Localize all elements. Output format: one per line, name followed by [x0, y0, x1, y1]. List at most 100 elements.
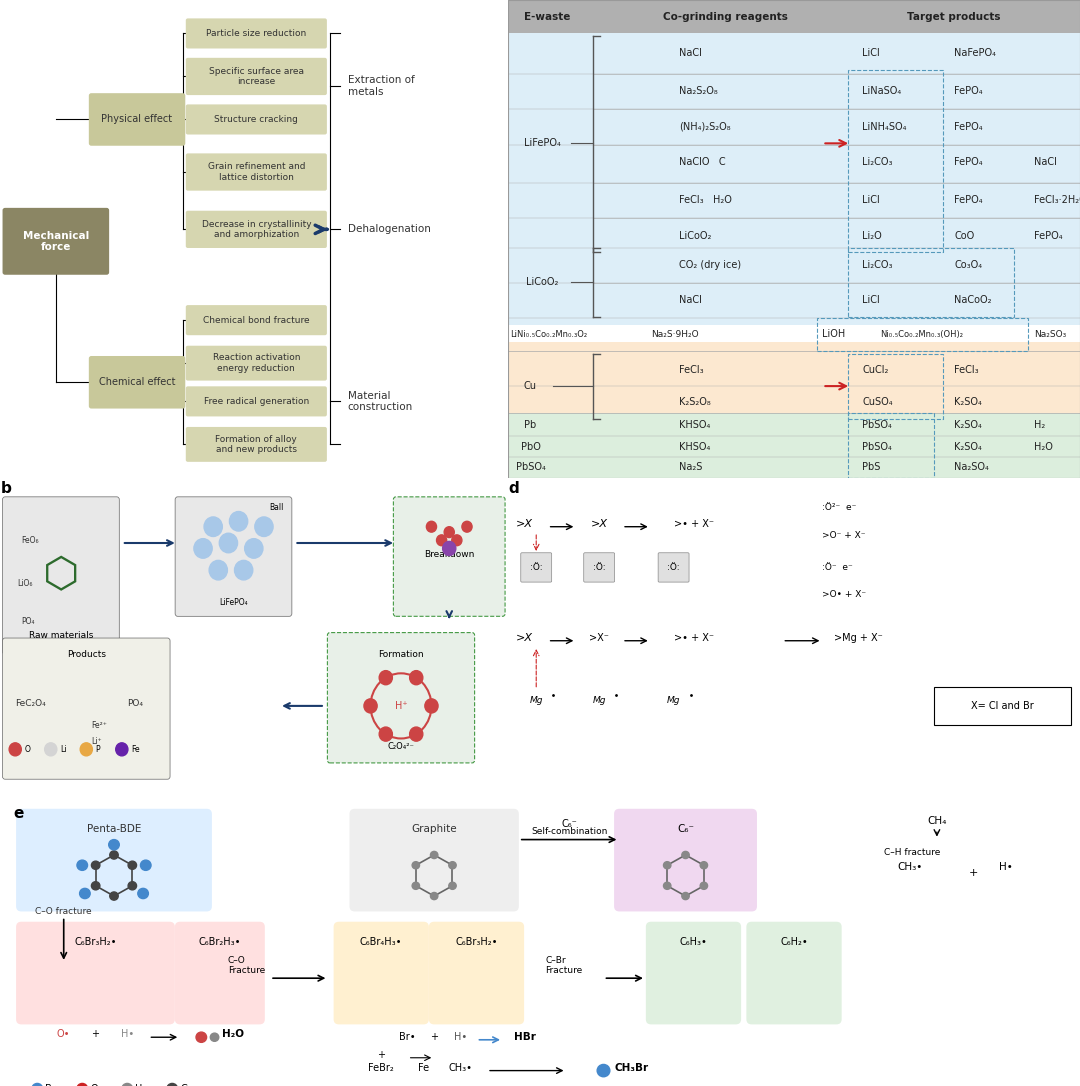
Circle shape: [663, 861, 671, 869]
Circle shape: [443, 541, 456, 555]
Text: LiFePO₄: LiFePO₄: [219, 598, 247, 607]
Text: Co₃O₄: Co₃O₄: [954, 261, 982, 270]
Text: K₂SO₄: K₂SO₄: [954, 397, 982, 407]
Text: LiOH: LiOH: [823, 329, 846, 340]
Text: Fe: Fe: [131, 745, 139, 754]
Text: Ball: Ball: [269, 504, 284, 513]
Circle shape: [129, 882, 136, 889]
Text: >X: >X: [516, 633, 534, 643]
Text: K₂SO₄: K₂SO₄: [954, 420, 982, 430]
Bar: [848, 414, 934, 478]
FancyBboxPatch shape: [186, 18, 327, 49]
Text: H₂: H₂: [1035, 420, 1045, 430]
Circle shape: [109, 839, 119, 850]
Circle shape: [413, 882, 419, 889]
Text: C₆Br₃H₂•: C₆Br₃H₂•: [75, 937, 117, 947]
FancyBboxPatch shape: [658, 553, 689, 582]
Text: >O• + X⁻: >O• + X⁻: [823, 591, 866, 599]
FancyBboxPatch shape: [89, 93, 186, 146]
Text: K₂S₂O₈: K₂S₂O₈: [679, 397, 711, 407]
Text: PO₄: PO₄: [127, 699, 143, 708]
Bar: [508, 342, 1080, 414]
Text: +: +: [430, 1032, 438, 1041]
Text: LiCl: LiCl: [863, 295, 880, 305]
Text: O•: O•: [57, 1030, 70, 1039]
Text: C: C: [180, 1084, 187, 1086]
Circle shape: [92, 861, 99, 870]
Text: CoO: CoO: [954, 230, 974, 241]
FancyBboxPatch shape: [186, 58, 327, 96]
Text: Fe: Fe: [418, 1062, 429, 1073]
Text: Dehalogenation: Dehalogenation: [348, 225, 431, 235]
Text: +: +: [969, 868, 978, 877]
FancyBboxPatch shape: [175, 496, 292, 616]
Text: H•: H•: [121, 1030, 134, 1039]
Text: FeCl₃: FeCl₃: [679, 365, 704, 376]
Circle shape: [700, 882, 707, 889]
Circle shape: [409, 671, 423, 685]
FancyBboxPatch shape: [16, 922, 175, 1024]
Text: Extraction of
metals: Extraction of metals: [348, 75, 415, 97]
Text: >Mg + X⁻: >Mg + X⁻: [834, 633, 882, 643]
Text: C₂O₄²⁻: C₂O₄²⁻: [388, 743, 415, 752]
Circle shape: [92, 882, 99, 889]
Text: LiNaSO₄: LiNaSO₄: [863, 86, 902, 96]
Text: LiFePO₄: LiFePO₄: [524, 138, 561, 149]
Text: NaCl: NaCl: [679, 295, 702, 305]
Circle shape: [194, 539, 212, 558]
Text: H: H: [135, 1084, 143, 1086]
Bar: [848, 249, 1014, 317]
Circle shape: [431, 893, 437, 899]
Text: FePO₄: FePO₄: [954, 157, 983, 167]
Circle shape: [32, 1084, 42, 1086]
FancyBboxPatch shape: [186, 345, 327, 380]
Text: b: b: [1, 480, 12, 495]
Text: FeCl₃: FeCl₃: [954, 365, 978, 376]
Text: Li₂CO₃: Li₂CO₃: [863, 261, 893, 270]
Text: C–Br
Fracture: C–Br Fracture: [545, 956, 582, 975]
Text: H⁺: H⁺: [394, 700, 407, 711]
Text: Decrease in crystallinity
and amorphization: Decrease in crystallinity and amorphizat…: [202, 219, 311, 239]
Text: E-waste: E-waste: [525, 12, 571, 22]
Text: X= Cl and Br: X= Cl and Br: [971, 700, 1035, 711]
Text: PbO: PbO: [521, 442, 540, 452]
Text: C₆Br₂H₃•: C₆Br₂H₃•: [199, 937, 241, 947]
Bar: [508, 34, 1080, 325]
Circle shape: [80, 743, 93, 756]
Text: PbSO₄: PbSO₄: [863, 420, 892, 430]
Circle shape: [444, 527, 455, 538]
Text: FeO₆: FeO₆: [22, 536, 39, 545]
Text: Na₂SO₄: Na₂SO₄: [954, 463, 989, 472]
Circle shape: [167, 1084, 177, 1086]
Text: Br: Br: [45, 1084, 56, 1086]
Text: C–O fracture: C–O fracture: [36, 907, 92, 915]
Text: Particle size reduction: Particle size reduction: [206, 29, 307, 38]
Text: Na₂S·9H₂O: Na₂S·9H₂O: [650, 330, 699, 339]
Bar: [508, 414, 1080, 478]
Circle shape: [451, 535, 462, 545]
Text: NaClO   C: NaClO C: [679, 157, 726, 167]
Text: FeBr₂: FeBr₂: [368, 1062, 394, 1073]
Text: Self-combination: Self-combination: [531, 828, 607, 836]
Text: Cu: Cu: [524, 381, 537, 391]
Circle shape: [110, 892, 118, 900]
Circle shape: [431, 851, 437, 859]
Text: Specific surface area
increase: Specific surface area increase: [208, 66, 303, 86]
Text: FeCl₃   H₂O: FeCl₃ H₂O: [679, 194, 732, 205]
Text: Material
construction: Material construction: [348, 391, 413, 413]
Text: Pb: Pb: [525, 420, 537, 430]
Text: H•: H•: [999, 862, 1013, 872]
Circle shape: [77, 1084, 87, 1086]
Text: Co-grinding reagents: Co-grinding reagents: [663, 12, 787, 22]
Circle shape: [597, 1064, 610, 1076]
FancyBboxPatch shape: [350, 809, 518, 911]
FancyBboxPatch shape: [2, 207, 109, 275]
Text: +: +: [92, 1030, 99, 1039]
Text: FeC₂O₄: FeC₂O₄: [15, 699, 46, 708]
Circle shape: [379, 671, 392, 685]
Text: Grain refinement and
lattice distortion: Grain refinement and lattice distortion: [207, 162, 305, 181]
Text: Mg: Mg: [593, 696, 606, 705]
Text: Br•: Br•: [400, 1032, 416, 1041]
Text: >X: >X: [516, 519, 534, 529]
Text: LiCoO₂: LiCoO₂: [526, 277, 558, 287]
